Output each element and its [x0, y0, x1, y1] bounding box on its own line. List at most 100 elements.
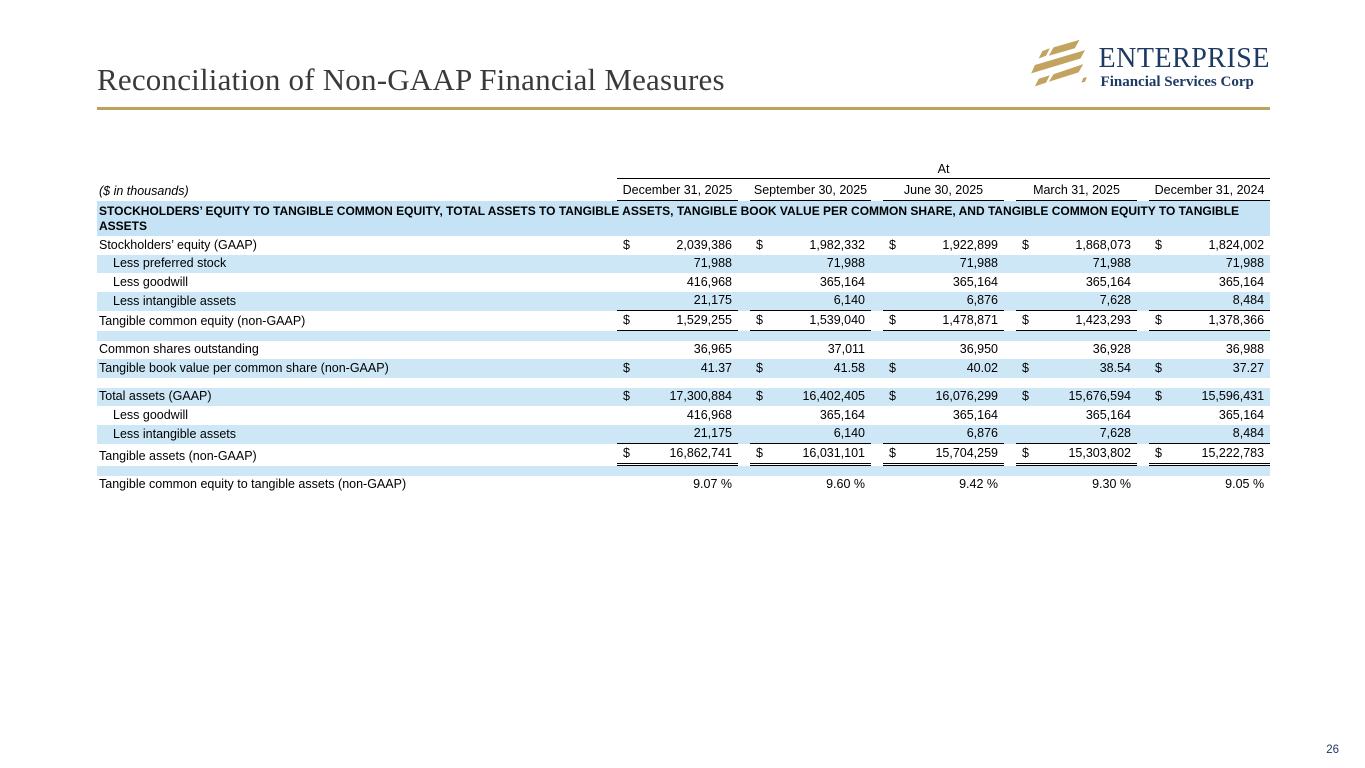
value-cell: $15,676,594: [1004, 388, 1137, 407]
currency-symbol: $: [1155, 239, 1162, 253]
currency-symbol: $: [1022, 390, 1029, 404]
cell-value: 1,539,040: [809, 314, 865, 328]
cell-value: 416,968: [687, 276, 732, 290]
at-label: At: [617, 162, 1270, 179]
cell-value: 71,988: [694, 257, 732, 271]
currency-symbol: $: [1155, 447, 1162, 461]
currency-symbol: $: [623, 239, 630, 253]
value-cell: $41.58: [738, 359, 871, 378]
cell-value: 36,950: [960, 343, 998, 357]
value-cell: 365,164: [738, 273, 871, 292]
cell-value: 71,988: [827, 257, 865, 271]
cell-value: 416,968: [687, 409, 732, 423]
row-label: Tangible common equity (non-GAAP): [97, 311, 605, 331]
spacer-row: [97, 378, 1270, 388]
cell-value: 1,378,366: [1208, 314, 1264, 328]
cell-value: 6,876: [967, 294, 998, 308]
currency-symbol: $: [756, 314, 763, 328]
row-label: Stockholders’ equity (GAAP): [97, 236, 605, 255]
cell-value: 6,140: [834, 294, 865, 308]
cell-value: 9.05 %: [1225, 478, 1264, 492]
table-row: Stockholders’ equity (GAAP)$2,039,386$1,…: [97, 236, 1270, 255]
row-label: Tangible book value per common share (no…: [97, 359, 605, 378]
value-cell: $1,868,073: [1004, 236, 1137, 255]
value-cell: $1,824,002: [1137, 236, 1270, 255]
currency-symbol: $: [1155, 390, 1162, 404]
value-cell: 71,988: [1004, 255, 1137, 274]
column-header-label: December 31, 2024: [1149, 179, 1270, 201]
currency-symbol: $: [623, 390, 630, 404]
value-cell: $1,378,366: [1137, 311, 1270, 331]
cell-value: 21,175: [694, 294, 732, 308]
column-header: March 31, 2025: [1004, 179, 1137, 201]
currency-symbol: $: [1022, 447, 1029, 461]
value-cell: $37.27: [1137, 359, 1270, 378]
title-divider: [97, 107, 1270, 110]
row-label: Total assets (GAAP): [97, 388, 605, 407]
empty-cell: [97, 162, 605, 179]
cell-value: 40.02: [967, 362, 998, 376]
cell-value: 7,628: [1100, 427, 1131, 441]
row-label: Less goodwill: [97, 406, 605, 425]
value-cell: $16,076,299: [871, 388, 1004, 407]
value-cell: 36,965: [605, 341, 738, 360]
value-cell: $38.54: [1004, 359, 1137, 378]
value-cell: 365,164: [1137, 273, 1270, 292]
value-cell: 365,164: [1004, 273, 1137, 292]
currency-symbol: $: [623, 362, 630, 376]
units-label: ($ in thousands): [97, 179, 605, 201]
currency-symbol: $: [889, 239, 896, 253]
spacer-row: [97, 331, 1270, 341]
column-header-label: March 31, 2025: [1016, 179, 1137, 201]
value-cell: 7,628: [1004, 292, 1137, 312]
column-header: December 31, 2025: [605, 179, 738, 201]
value-cell: $15,704,259: [871, 444, 1004, 466]
cell-value: 36,928: [1093, 343, 1131, 357]
currency-symbol: $: [756, 447, 763, 461]
value-cell: $15,303,802: [1004, 444, 1137, 466]
value-cell: 6,140: [738, 292, 871, 312]
value-cell: 365,164: [871, 406, 1004, 425]
value-cell: $41.37: [605, 359, 738, 378]
table-row: Less goodwill416,968365,164365,164365,16…: [97, 406, 1270, 425]
value-cell: $1,539,040: [738, 311, 871, 331]
value-cell: $16,031,101: [738, 444, 871, 466]
currency-symbol: $: [623, 314, 630, 328]
cell-value: 9.60 %: [826, 478, 865, 492]
column-header-label: September 30, 2025: [750, 179, 871, 201]
cell-value: 8,484: [1233, 294, 1264, 308]
page-title: Reconciliation of Non-GAAP Financial Mea…: [97, 62, 725, 98]
value-cell: $15,222,783: [1137, 444, 1270, 466]
column-header: September 30, 2025: [738, 179, 871, 201]
value-cell: 71,988: [738, 255, 871, 274]
table-row: Less intangible assets21,1756,1406,8767,…: [97, 425, 1270, 445]
section-header-row: STOCKHOLDERS’ EQUITY TO TANGIBLE COMMON …: [97, 201, 1270, 236]
cell-value: 71,988: [1093, 257, 1131, 271]
cell-value: 9.30 %: [1092, 478, 1131, 492]
row-label: Less intangible assets: [97, 425, 605, 445]
cell-value: 36,965: [694, 343, 732, 357]
cell-value: 15,704,259: [935, 447, 998, 461]
value-cell: 9.60 %: [738, 476, 871, 495]
reconciliation-table: At ($ in thousands) December 31, 2025 Sep…: [97, 162, 1270, 494]
cell-value: 36,988: [1226, 343, 1264, 357]
value-cell: $1,423,293: [1004, 311, 1137, 331]
row-label: Less preferred stock: [97, 255, 605, 274]
row-label: Less intangible assets: [97, 292, 605, 312]
column-header-label: December 31, 2025: [617, 179, 738, 201]
cell-value: 6,876: [967, 427, 998, 441]
column-header: December 31, 2024: [1137, 179, 1270, 201]
cell-value: 1,529,255: [676, 314, 732, 328]
cell-value: 9.07 %: [693, 478, 732, 492]
cell-value: 1,478,871: [942, 314, 998, 328]
cell-value: 2,039,386: [676, 239, 732, 253]
reconciliation-table-body: STOCKHOLDERS’ EQUITY TO TANGIBLE COMMON …: [97, 201, 1270, 494]
row-label: Tangible assets (non-GAAP): [97, 444, 605, 466]
value-cell: 365,164: [738, 406, 871, 425]
cell-value: 365,164: [1219, 409, 1264, 423]
value-cell: $2,039,386: [605, 236, 738, 255]
value-cell: $1,529,255: [605, 311, 738, 331]
currency-symbol: $: [889, 447, 896, 461]
value-cell: $1,982,332: [738, 236, 871, 255]
spacer-cell: [97, 331, 1270, 341]
